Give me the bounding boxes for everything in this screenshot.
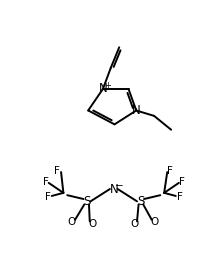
Text: S: S <box>83 195 90 208</box>
Text: F: F <box>54 165 60 175</box>
Text: N: N <box>99 82 107 95</box>
Text: F: F <box>179 177 185 187</box>
Text: F: F <box>43 177 49 187</box>
Text: O: O <box>150 217 158 227</box>
Text: F: F <box>45 192 51 202</box>
Text: N: N <box>109 182 118 196</box>
Text: O: O <box>88 219 96 229</box>
Text: +: + <box>104 81 111 90</box>
Text: −: − <box>115 181 124 191</box>
Text: O: O <box>68 217 76 227</box>
Text: S: S <box>137 195 145 208</box>
Text: O: O <box>131 219 139 229</box>
Text: N: N <box>132 104 141 117</box>
Text: F: F <box>167 165 173 175</box>
Text: F: F <box>177 192 182 202</box>
